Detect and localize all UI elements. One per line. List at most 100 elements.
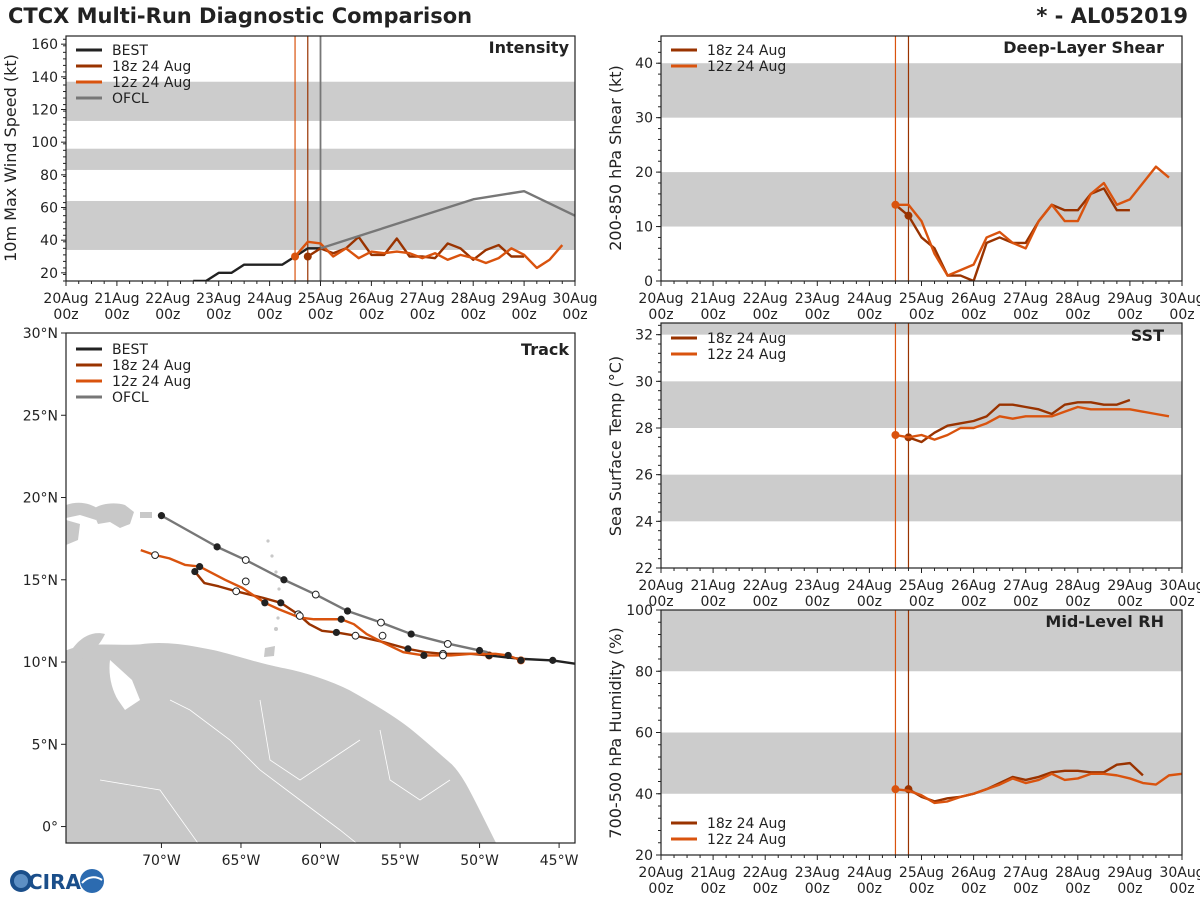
track-ofcl-open-point <box>241 556 250 564</box>
rh-xtick-hour: 00z <box>701 881 726 897</box>
sst-run12-start-marker <box>891 431 900 439</box>
rh-ytick-label: 80 <box>635 664 653 680</box>
rh-xtick-day: 28Aug <box>1055 865 1100 881</box>
rh-run12-start-marker <box>891 785 900 794</box>
track-ytick-label: 15°N <box>23 573 58 589</box>
intensity-legend-label: BEST <box>112 43 148 59</box>
track-ytick-label: 5°N <box>32 737 58 753</box>
track-ofcl-point <box>343 607 352 615</box>
sst-xtick-day: 27Aug <box>1003 578 1048 594</box>
rh-run12-line <box>895 772 1182 805</box>
intensity-ytick-label: 40 <box>40 233 58 249</box>
rh-xtick-hour: 00z <box>753 881 778 897</box>
sst-xtick-hour: 00z <box>1117 594 1142 610</box>
track-run12-open-point <box>378 631 387 640</box>
shear-ytick-label: 0 <box>644 274 653 290</box>
shear-xtick-day: 25Aug <box>899 291 944 307</box>
track-run12-open-point <box>241 577 250 586</box>
intensity-ytick-label: 80 <box>40 168 58 184</box>
rh-ylabel: 700-500 hPa Humidity (%) <box>606 627 625 838</box>
track-ofcl-point <box>213 543 221 551</box>
shear-xtick-day: 26Aug <box>951 291 996 307</box>
track-xtick-label: 50°W <box>460 853 499 869</box>
rh-band <box>661 610 1182 672</box>
cira-logo-text: CIRA <box>28 870 82 894</box>
rh-xtick-day: 26Aug <box>951 865 996 881</box>
track-ytick-label: 25°N <box>23 408 58 424</box>
intensity-xtick-hour: 00z <box>206 307 231 323</box>
sst-ytick-label: 30 <box>635 374 653 390</box>
shear-xtick-hour: 00z <box>857 307 882 323</box>
track-run12-point <box>196 563 204 571</box>
track-run18-point <box>404 645 412 653</box>
rh-ytick-label: 40 <box>635 787 653 803</box>
sst-legend-label: 18z 24 Aug <box>707 331 786 347</box>
track-xtick-label: 60°W <box>301 853 340 869</box>
rh-xtick-day: 22Aug <box>743 865 788 881</box>
shear-ylabel: 200-850 hPa Shear (kt) <box>606 65 625 251</box>
track-run12-open-point <box>439 651 447 660</box>
shear-xtick-hour: 00z <box>1065 307 1090 323</box>
intensity-ytick-label: 100 <box>31 135 58 151</box>
intensity-legend-label: 12z 24 Aug <box>112 75 191 91</box>
intensity-xtick-hour: 00z <box>257 307 282 323</box>
intensity-xtick-day: 30Aug <box>552 291 597 307</box>
shear-xtick-hour: 00z <box>648 307 673 323</box>
track-ofcl-point <box>280 576 288 584</box>
rh-ytick-label: 20 <box>635 848 653 864</box>
shear-ytick-label: 20 <box>635 165 653 181</box>
sst-xtick-hour: 00z <box>648 594 673 610</box>
track-run12-line <box>140 549 522 662</box>
intensity-ytick-label: 140 <box>31 70 58 86</box>
rh-xtick-day: 20Aug <box>638 865 683 881</box>
shear-run12-line <box>895 165 1170 277</box>
track-xtick-label: 55°W <box>381 853 420 869</box>
rh-legend-label: 18z 24 Aug <box>707 816 786 832</box>
rh-xtick-hour: 00z <box>1013 881 1038 897</box>
sst-xtick-hour: 00z <box>701 594 726 610</box>
track-run18-open-point <box>351 631 360 640</box>
track-ytick-label: 20°N <box>23 491 58 507</box>
intensity-ofcl-line <box>320 189 575 250</box>
intensity-xtick-hour: 00z <box>359 307 384 323</box>
track-title: Track <box>521 340 569 359</box>
intensity-ytick-label: 20 <box>40 266 58 282</box>
intensity-ytick-label: 160 <box>31 37 58 53</box>
track-best-point <box>549 656 557 664</box>
sst-ytick-label: 28 <box>635 421 653 437</box>
sst-ytick-label: 22 <box>635 561 653 577</box>
page-title: CTCX Multi-Run Diagnostic Comparison <box>8 4 473 28</box>
intensity-xtick-day: 26Aug <box>349 291 394 307</box>
track-best-line <box>488 654 575 665</box>
track-legend-label: 18z 24 Aug <box>112 358 191 374</box>
track-xtick-label: 65°W <box>222 853 261 869</box>
intensity-xtick-hour: 00z <box>104 307 129 323</box>
shear-band <box>661 172 1182 227</box>
track-run18-point <box>191 567 199 576</box>
sst-ytick-label: 32 <box>635 328 653 344</box>
track-legend-label: 12z 24 Aug <box>112 374 191 390</box>
shear-xtick-hour: 00z <box>1117 307 1142 323</box>
track-ytick-label: 0° <box>42 820 58 836</box>
shear-title: Deep-Layer Shear <box>1003 38 1164 57</box>
rh-title: Mid-Level RH <box>1045 612 1164 631</box>
rh-xtick-day: 25Aug <box>899 865 944 881</box>
intensity-xtick-hour: 00z <box>53 307 78 323</box>
rh-xtick-day: 24Aug <box>847 865 892 881</box>
intensity-xtick-day: 25Aug <box>298 291 343 307</box>
intensity-run12-start-marker <box>291 252 300 261</box>
shear-xtick-hour: 00z <box>701 307 726 323</box>
track-run12-point <box>517 656 525 664</box>
rh-xtick-hour: 00z <box>1117 881 1142 897</box>
intensity-xtick-day: 29Aug <box>502 291 547 307</box>
shear-xtick-day: 30Aug <box>1159 291 1200 307</box>
intensity-xtick-day: 23Aug <box>196 291 241 307</box>
storm-id: * - AL052019 <box>1036 4 1188 28</box>
intensity-legend-label: 18z 24 Aug <box>112 59 191 75</box>
intensity-xtick-hour: 00z <box>155 307 180 323</box>
shear-band <box>661 63 1182 118</box>
rh-ytick-label: 100 <box>626 603 653 619</box>
